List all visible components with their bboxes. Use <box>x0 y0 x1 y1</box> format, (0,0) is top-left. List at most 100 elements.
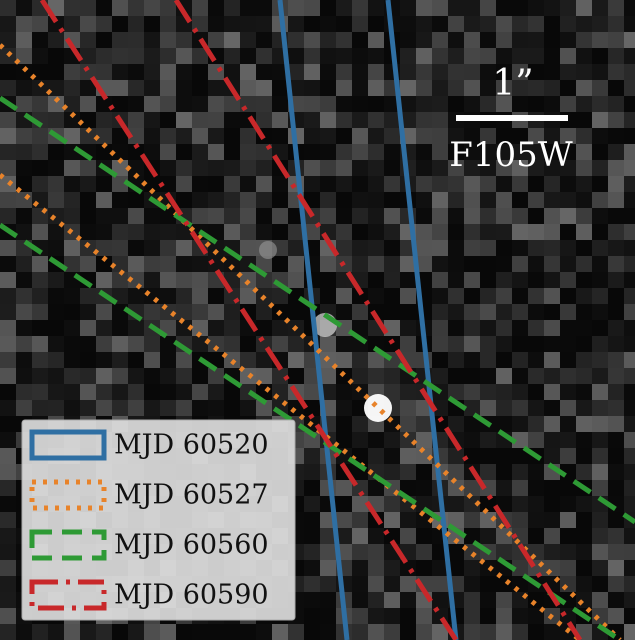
image-pixel <box>224 112 240 128</box>
image-pixel <box>48 32 64 48</box>
image-pixel <box>336 16 352 32</box>
image-pixel <box>144 128 160 144</box>
legend-label: MJD 60560 <box>114 530 269 561</box>
image-pixel <box>0 560 16 576</box>
image-pixel <box>32 400 48 416</box>
image-pixel <box>624 368 635 384</box>
image-pixel <box>16 32 32 48</box>
image-pixel <box>0 64 16 80</box>
image-pixel <box>368 608 384 624</box>
image-pixel <box>112 384 128 400</box>
image-pixel <box>128 240 144 256</box>
image-pixel <box>384 208 400 224</box>
image-pixel <box>48 288 64 304</box>
image-pixel <box>576 496 592 512</box>
image-pixel <box>128 224 144 240</box>
image-pixel <box>496 16 512 32</box>
image-pixel <box>544 176 560 192</box>
image-pixel <box>544 432 560 448</box>
image-pixel <box>352 544 368 560</box>
image-pixel <box>400 48 416 64</box>
image-pixel <box>400 64 416 80</box>
image-pixel <box>64 160 80 176</box>
image-pixel <box>352 128 368 144</box>
image-pixel <box>16 160 32 176</box>
image-pixel <box>160 384 176 400</box>
image-pixel <box>192 272 208 288</box>
image-pixel <box>208 96 224 112</box>
image-pixel <box>560 176 576 192</box>
image-pixel <box>608 512 624 528</box>
image-pixel <box>336 48 352 64</box>
image-pixel <box>624 208 635 224</box>
image-pixel <box>176 304 192 320</box>
image-pixel <box>544 400 560 416</box>
image-pixel <box>592 576 608 592</box>
image-pixel <box>16 336 32 352</box>
image-pixel <box>464 608 480 624</box>
image-pixel <box>320 592 336 608</box>
image-pixel <box>176 112 192 128</box>
image-pixel <box>576 160 592 176</box>
image-pixel <box>400 304 416 320</box>
image-pixel <box>480 32 496 48</box>
image-pixel <box>192 80 208 96</box>
image-pixel <box>112 96 128 112</box>
image-pixel <box>528 480 544 496</box>
image-pixel <box>128 384 144 400</box>
image-pixel <box>16 16 32 32</box>
image-pixel <box>80 112 96 128</box>
image-pixel <box>80 336 96 352</box>
image-pixel <box>480 528 496 544</box>
image-pixel <box>320 144 336 160</box>
image-pixel <box>384 128 400 144</box>
image-pixel <box>624 432 635 448</box>
image-pixel <box>32 304 48 320</box>
image-pixel <box>368 0 384 16</box>
image-pixel <box>112 208 128 224</box>
image-pixel <box>608 64 624 80</box>
image-pixel <box>464 592 480 608</box>
image-pixel <box>352 0 368 16</box>
image-pixel <box>576 256 592 272</box>
image-pixel <box>624 496 635 512</box>
image-pixel <box>272 128 288 144</box>
image-pixel <box>176 272 192 288</box>
image-pixel <box>592 48 608 64</box>
image-pixel <box>608 48 624 64</box>
image-pixel <box>528 368 544 384</box>
image-pixel <box>464 80 480 96</box>
image-pixel <box>336 32 352 48</box>
image-pixel <box>208 192 224 208</box>
image-pixel <box>512 16 528 32</box>
image-pixel <box>64 400 80 416</box>
image-pixel <box>432 160 448 176</box>
image-pixel <box>96 32 112 48</box>
image-pixel <box>240 0 256 16</box>
image-pixel <box>592 480 608 496</box>
image-pixel <box>32 144 48 160</box>
image-pixel <box>624 320 635 336</box>
image-pixel <box>608 272 624 288</box>
image-pixel <box>0 352 16 368</box>
image-pixel <box>624 176 635 192</box>
image-pixel <box>624 128 635 144</box>
image-pixel <box>496 368 512 384</box>
image-pixel <box>352 112 368 128</box>
image-pixel <box>96 304 112 320</box>
image-pixel <box>272 336 288 352</box>
image-pixel <box>0 288 16 304</box>
image-pixel <box>112 624 128 640</box>
image-pixel <box>544 96 560 112</box>
image-pixel <box>304 64 320 80</box>
image-pixel <box>576 304 592 320</box>
image-pixel <box>480 240 496 256</box>
image-pixel <box>512 240 528 256</box>
image-pixel <box>160 400 176 416</box>
image-pixel <box>144 208 160 224</box>
image-pixel <box>368 96 384 112</box>
image-pixel <box>576 464 592 480</box>
image-pixel <box>192 336 208 352</box>
image-pixel <box>352 352 368 368</box>
image-pixel <box>352 256 368 272</box>
